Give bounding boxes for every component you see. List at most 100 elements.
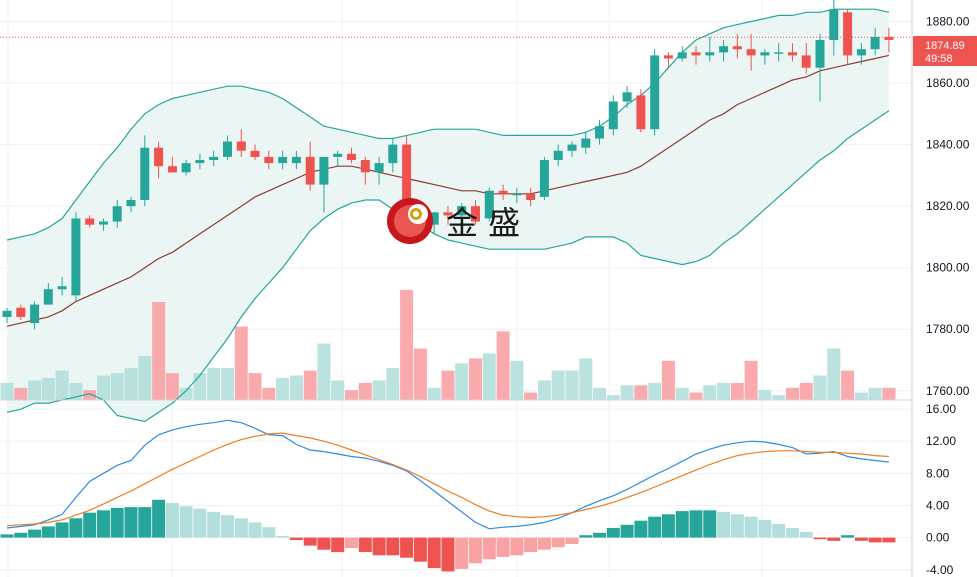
candle[interactable] — [16, 304, 26, 320]
candle[interactable] — [85, 215, 95, 228]
candle[interactable] — [443, 206, 453, 225]
macd-histogram-bar — [868, 537, 882, 543]
candle[interactable] — [595, 120, 604, 145]
macd-histogram-bar — [221, 515, 234, 538]
candle[interactable] — [154, 141, 164, 179]
candle[interactable] — [815, 33, 825, 102]
candle[interactable] — [250, 144, 260, 160]
candle[interactable] — [650, 49, 660, 136]
candle[interactable] — [884, 27, 894, 53]
candle-body — [705, 52, 715, 56]
macd-axis[interactable]: 16.00 12.00 8.00 4.00 0.00 -4.00 — [926, 402, 956, 577]
candle-body — [498, 190, 508, 194]
candle[interactable] — [181, 160, 191, 176]
candle[interactable] — [870, 27, 880, 56]
candle[interactable] — [291, 150, 301, 170]
volume-bar — [234, 326, 248, 400]
candle[interactable] — [2, 307, 12, 324]
candle[interactable] — [278, 150, 288, 170]
candle[interactable] — [484, 187, 494, 222]
candle[interactable] — [732, 33, 742, 59]
macd-histogram-bar — [579, 535, 593, 538]
volume-bar — [41, 377, 55, 400]
candle[interactable] — [43, 283, 53, 305]
candle[interactable] — [305, 141, 315, 191]
candle[interactable] — [636, 89, 646, 133]
candle[interactable] — [498, 184, 508, 200]
candle[interactable] — [567, 141, 577, 157]
candle[interactable] — [429, 212, 439, 234]
volume-bar — [689, 392, 703, 400]
macd-histogram-bar — [510, 537, 524, 556]
candlesticks[interactable] — [2, 0, 894, 330]
candle[interactable] — [512, 187, 522, 204]
candle[interactable] — [388, 138, 398, 173]
candle[interactable] — [746, 33, 756, 71]
candle[interactable] — [360, 156, 370, 185]
candle[interactable] — [553, 144, 563, 167]
bollinger-upper-line — [6, 8, 890, 241]
last-price-tag: 1874.89 49:58 — [913, 36, 977, 66]
candle[interactable] — [30, 301, 40, 330]
volume-bar — [827, 348, 841, 401]
candle-body — [374, 163, 384, 173]
candle[interactable] — [195, 153, 205, 170]
candle-body — [815, 40, 825, 68]
candle[interactable] — [719, 40, 729, 62]
candle-body — [278, 156, 288, 164]
candle-body — [85, 218, 95, 225]
candle[interactable] — [126, 196, 136, 213]
countdown-timer: 49:58 — [925, 53, 953, 65]
candle[interactable] — [829, 0, 839, 56]
candle[interactable] — [622, 86, 632, 108]
candle[interactable] — [526, 187, 536, 207]
candle[interactable] — [801, 43, 811, 74]
candle[interactable] — [99, 218, 108, 231]
candle[interactable] — [374, 156, 384, 185]
candle[interactable] — [71, 212, 81, 302]
candle[interactable] — [774, 43, 784, 62]
candle[interactable] — [663, 52, 673, 68]
candle-body — [595, 126, 604, 139]
price-axis[interactable]: 1880.00 1860.00 1840.00 1820.00 1800.00 1780.… — [926, 15, 970, 398]
candle-body — [333, 153, 343, 157]
volume-bar — [317, 343, 331, 400]
candle[interactable] — [236, 129, 246, 157]
macd-histogram-bar — [565, 537, 579, 544]
candle[interactable] — [57, 276, 67, 296]
macd-histogram-bar — [427, 537, 441, 569]
volume-bar — [593, 387, 606, 401]
watermark-text: 金 盛 — [446, 204, 520, 242]
candle-body — [126, 200, 136, 207]
candle[interactable] — [112, 200, 122, 228]
candle[interactable] — [856, 43, 866, 65]
candle[interactable] — [608, 95, 618, 136]
candle[interactable] — [209, 150, 219, 167]
candle[interactable] — [471, 200, 480, 225]
candle[interactable] — [788, 43, 797, 62]
candle[interactable] — [677, 46, 687, 62]
volume-bar — [634, 385, 648, 400]
candle[interactable] — [347, 147, 356, 164]
candle[interactable] — [691, 46, 701, 65]
candle[interactable] — [264, 150, 274, 170]
candle[interactable] — [223, 135, 232, 160]
candle[interactable] — [581, 132, 591, 154]
volume-bar — [179, 387, 193, 401]
candle[interactable] — [539, 156, 549, 200]
volume-bar — [345, 390, 358, 400]
volume-bar — [510, 360, 524, 400]
candle[interactable] — [319, 156, 329, 213]
candle[interactable] — [843, 9, 853, 65]
candle[interactable] — [457, 203, 467, 225]
candle[interactable] — [705, 36, 715, 62]
candle[interactable] — [140, 135, 150, 207]
candle[interactable] — [167, 156, 177, 173]
macd-histogram-bar — [358, 537, 372, 553]
volume-bar — [331, 380, 345, 400]
candle[interactable] — [333, 150, 343, 167]
last-price-value: 1874.89 — [925, 40, 965, 52]
candle[interactable] — [760, 49, 770, 65]
volume-bar — [262, 387, 276, 401]
